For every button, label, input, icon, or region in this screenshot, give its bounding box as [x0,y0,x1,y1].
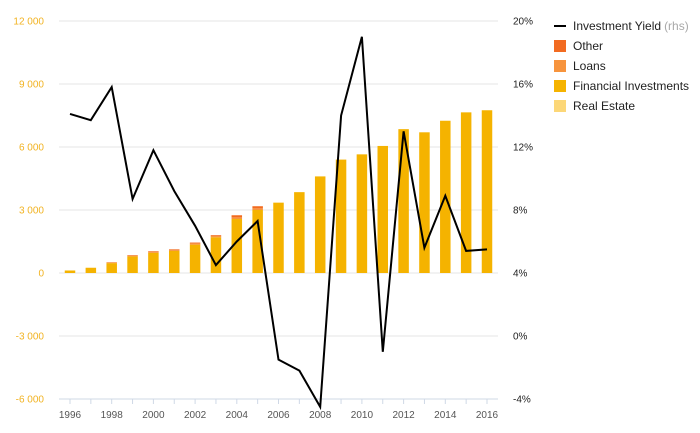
bar-financial-investments[interactable] [189,244,201,273]
bar-financial-investments[interactable] [148,252,159,273]
bar-other[interactable] [210,235,222,237]
legend-label: Other [573,39,604,53]
left-tick-label: 0 [38,269,44,280]
investment-yield-line[interactable] [69,36,488,411]
bar-loans[interactable] [169,249,180,251]
bar-loans[interactable] [127,255,138,257]
bar-financial-investments[interactable] [127,256,138,273]
bar-loans[interactable] [106,262,117,264]
x-tick-label: 2006 [267,410,290,421]
legend-item-yield[interactable]: Investment Yield (rhs) [554,16,700,36]
right-axis-ticks: -4% 0% 4% 8% 12% 16% 20% [513,17,533,406]
right-tick-label: 12% [513,143,533,154]
bar-financial-investments[interactable] [273,202,284,273]
x-axis-ticks: 1996 1998 2000 2002 2004 2006 2008 2010 2012 2014… [59,410,499,421]
bar-financial-investments[interactable] [377,145,389,273]
x-tick-label: 2014 [434,410,457,421]
right-tick-label: 8% [513,206,528,217]
bar-financial-investments[interactable] [85,267,97,273]
bar-other[interactable] [169,249,180,250]
left-tick-label: 12 000 [13,17,44,28]
x-tick-label: 1998 [101,410,124,421]
right-tick-label: 0% [513,332,528,343]
x-tick-label: 2004 [226,410,249,421]
yield-line [69,36,488,411]
bar-financial-investments[interactable] [460,112,472,273]
legend: Investment Yield (rhs) Other Loans Finan… [554,16,700,116]
bar-loans[interactable] [148,251,159,253]
bar-loans[interactable] [252,208,263,210]
legend-label: Loans [573,59,606,73]
left-tick-label: -3 000 [16,332,45,343]
bar-other[interactable] [148,251,159,252]
bar-financial-investments[interactable] [231,219,243,273]
x-tick-label: 2010 [351,410,374,421]
bar-financial-investments[interactable] [314,176,326,273]
bar-financial-investments[interactable] [64,270,76,273]
bar-financial-investments[interactable] [481,110,493,273]
x-tick-label: 2000 [142,410,165,421]
x-axis [59,398,498,404]
legend-line-marker [554,25,566,27]
bar-financial-investments[interactable] [356,154,368,273]
right-tick-label: -4% [513,395,531,406]
legend-label: Financial Investments [573,79,690,93]
x-tick-label: 1996 [59,410,82,421]
legend-label: Real Estate [573,99,636,113]
bar-loans[interactable] [189,243,201,245]
legend-swatch [554,80,566,92]
left-tick-label: 3 000 [19,206,44,217]
bar-loans[interactable] [210,236,222,238]
bar-other[interactable] [189,242,201,244]
bar-financial-investments[interactable] [419,132,430,273]
legend-label: Investment Yield [573,19,662,33]
bar-other[interactable] [252,206,263,209]
bar-financial-investments[interactable] [398,129,409,273]
legend-swatch [554,40,566,52]
bar-financial-investments[interactable] [169,250,180,273]
right-tick-label: 16% [513,80,533,91]
bar-loans[interactable] [231,217,243,220]
x-tick-label: 2002 [184,410,207,421]
bar-series [64,110,493,273]
bar-financial-investments[interactable] [252,210,263,273]
left-tick-label: -6 000 [16,395,45,406]
right-tick-label: 4% [513,269,528,280]
right-tick-label: 20% [513,17,533,28]
legend-swatch [554,100,566,112]
bar-financial-investments[interactable] [294,192,305,273]
x-tick-label: 2008 [309,410,332,421]
legend-item-real-estate[interactable]: Real Estate [554,96,700,116]
bar-financial-investments[interactable] [106,263,117,273]
legend-item-financial-investments[interactable]: Financial Investments [554,76,700,96]
bar-other[interactable] [231,215,243,218]
legend-item-other[interactable]: Other [554,36,700,56]
legend-item-loans[interactable]: Loans [554,56,700,76]
left-tick-label: 6 000 [19,143,44,154]
left-axis-ticks: -6 000 -3 000 0 3 000 6 000 9 000 12 000 [13,17,44,406]
x-tick-label: 2016 [476,410,499,421]
legend-swatch [554,60,566,72]
left-tick-label: 9 000 [19,80,44,91]
bar-financial-investments[interactable] [210,237,222,273]
gridlines [59,20,498,337]
x-tick-label: 2012 [392,410,415,421]
bar-financial-investments[interactable] [335,159,347,273]
legend-suffix: (rhs) [664,19,689,33]
